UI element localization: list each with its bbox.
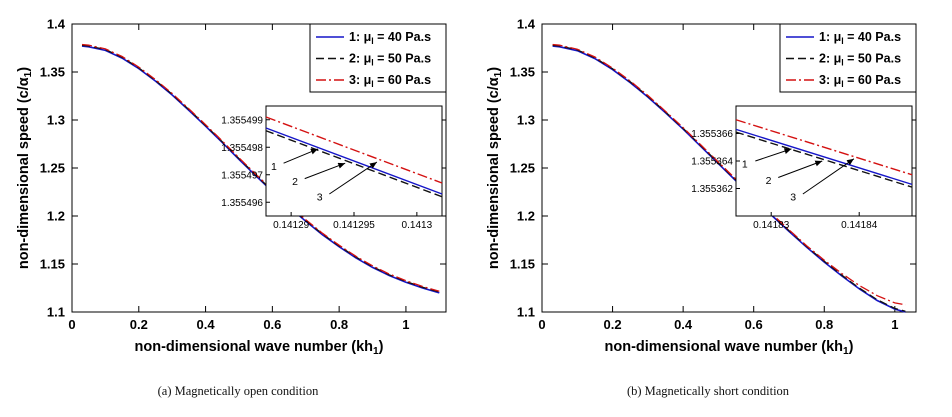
y-tick-label: 1.4 [517, 17, 536, 32]
inset-y-tick-label: 1.355499 [221, 115, 263, 126]
inset-annotation-arrow [304, 162, 346, 180]
x-tick-label: 0 [538, 317, 545, 332]
inset-x-tick-label: 0.14129 [273, 220, 310, 231]
y-tick-label: 1.1 [47, 305, 65, 320]
figure-row: 0 0.2 0.4 0.6 0.8 1 1.1 1.15 1.2 1.25 1.3 1.35 1.4 no… [12, 10, 934, 399]
x-tick-label: 0 [68, 317, 75, 332]
inset-y-tick-label: 1.355362 [691, 184, 733, 195]
y-axis-label: non-dimensional speed (c/α1) [16, 67, 34, 269]
y-tick-label: 1.25 [40, 161, 65, 176]
figure-magnetically-short: 0 0.2 0.4 0.6 0.8 1 1.1 1.15 1.2 1.25 1.3 1.35 1.4 no… [482, 10, 934, 399]
inset-annotation-label: 1 [271, 161, 277, 173]
inset-y-tick-label: 1.355497 [221, 170, 263, 181]
y-tick-label: 1.25 [510, 161, 535, 176]
inset-annotation-arrow [283, 148, 319, 164]
inset-annotation-arrow [755, 148, 792, 162]
y-tick-label: 1.2 [517, 209, 535, 224]
series [81, 43, 440, 294]
inset-annotation-label: 1 [742, 159, 748, 171]
legend-entry-label: 3: μl = 60 Pa.s [819, 73, 901, 89]
y-axis-label: non-dimensional speed (c/α1) [486, 67, 504, 269]
zoom-inset: 0.14183 0.14184 1.355362 1.355364 1.355366 1 2… [691, 105, 913, 231]
legend-entry-label: 2: μl = 50 Pa.s [819, 52, 901, 68]
x-tick-label: 0.4 [197, 317, 216, 332]
inset-annotation-label: 3 [790, 192, 796, 204]
x-tick-label: 0.4 [674, 317, 693, 332]
x-tick-label: 1 [891, 317, 898, 332]
chart-magnetically-open: 0 0.2 0.4 0.6 0.8 1 1.1 1.15 1.2 1.25 1.3 1.35 1.4 no… [16, 17, 447, 357]
inset-annotation-arrow [802, 158, 855, 195]
chart-magnetically-short: 0 0.2 0.4 0.6 0.8 1 1.1 1.15 1.2 1.25 1.3 1.35 1.4 no… [486, 17, 917, 357]
figure-magnetically-open: 0 0.2 0.4 0.6 0.8 1 1.1 1.15 1.2 1.25 1.3 1.35 1.4 no… [12, 10, 464, 399]
caption-b: (b) Magnetically short condition [626, 384, 790, 398]
legend-entry-label: 1: μl = 40 Pa.s [819, 30, 901, 46]
inset-y-tick-label: 1.355364 [691, 157, 733, 168]
series [552, 43, 906, 313]
legend: 1: μl = 40 Pa.s 2: μl = 50 Pa.s 3: μl = 60… [779, 23, 917, 93]
y-tick-label: 1.2 [47, 209, 65, 224]
inset-curve-3 [265, 116, 443, 184]
inset-curve-1 [265, 127, 443, 195]
caption-a: (a) Magnetically open condition [157, 384, 319, 398]
x-tick-label: 0.2 [130, 317, 148, 332]
inset-curve-2 [265, 130, 443, 198]
x-axis-label: non-dimensional wave number (kh1) [605, 339, 854, 357]
x-tick-label: 0.8 [815, 317, 833, 332]
x-tick-label: 0.2 [604, 317, 622, 332]
y-tick-label: 1.1 [517, 305, 535, 320]
zoom-inset: 0.14129 0.141295 0.1413 1.355496 1.355497 1.3… [221, 105, 443, 231]
x-tick-label: 0.6 [263, 317, 281, 332]
inset-x-tick-label: 0.14183 [753, 220, 790, 231]
inset-x-tick-label: 0.141295 [333, 220, 375, 231]
y-tick-label: 1.3 [517, 113, 535, 128]
inset-curve-2 [735, 131, 913, 188]
legend-entry-label: 3: μl = 60 Pa.s [349, 73, 431, 89]
inset-y-tick-label: 1.355498 [221, 143, 263, 154]
x-tick-label: 1 [402, 317, 409, 332]
y-tick-label: 1.15 [510, 257, 535, 272]
y-tick-label: 1.4 [47, 17, 66, 32]
inset-annotation-arrow [778, 160, 823, 178]
inset-x-tick-label: 0.14184 [841, 220, 878, 231]
inset-x-tick-label: 0.1413 [402, 220, 433, 231]
curve-3 [81, 43, 440, 292]
legend: 1: μl = 40 Pa.s 2: μl = 50 Pa.s 3: μl = 60… [309, 23, 447, 93]
inset-curve-1 [735, 128, 913, 186]
inset-annotation-arrow [329, 161, 378, 195]
inset-y-tick-label: 1.355496 [221, 198, 263, 209]
y-tick-label: 1.35 [40, 65, 65, 80]
legend-entry-label: 1: μl = 40 Pa.s [349, 30, 431, 46]
inset-y-tick-label: 1.355366 [691, 129, 733, 140]
x-tick-label: 0.6 [745, 317, 763, 332]
inset-curve-3 [735, 119, 913, 176]
legend-entry-label: 2: μl = 50 Pa.s [349, 52, 431, 68]
y-tick-label: 1.15 [40, 257, 65, 272]
curve-3 [552, 43, 906, 306]
x-tick-label: 0.8 [330, 317, 348, 332]
inset-annotation-label: 2 [292, 176, 298, 188]
inset-annotation-label: 3 [317, 192, 323, 204]
y-tick-label: 1.35 [510, 65, 535, 80]
y-tick-label: 1.3 [47, 113, 65, 128]
inset-annotation-label: 2 [766, 175, 772, 187]
x-axis-label: non-dimensional wave number (kh1) [135, 339, 384, 357]
